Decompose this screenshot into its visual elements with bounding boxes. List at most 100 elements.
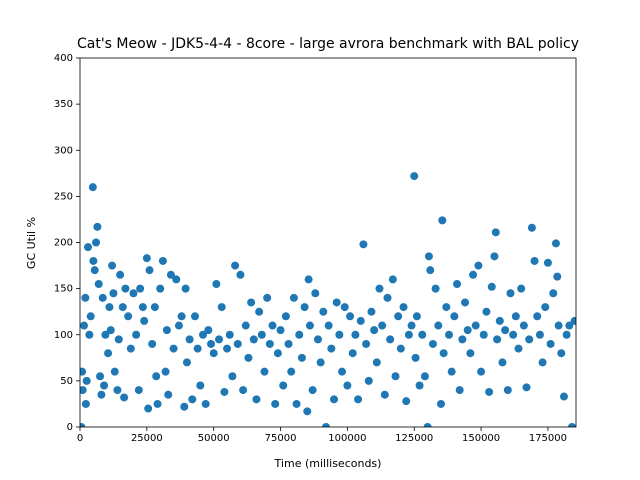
- point: [252, 395, 261, 404]
- y-tick-label: 150: [54, 284, 73, 295]
- point: [356, 316, 365, 325]
- point: [412, 312, 421, 321]
- point: [551, 239, 560, 248]
- point: [514, 344, 523, 353]
- y-tick-label: 350: [54, 99, 73, 110]
- point: [378, 321, 387, 330]
- point: [503, 386, 512, 395]
- point: [172, 275, 181, 284]
- point: [94, 280, 103, 289]
- x-tick-label: 175000: [529, 433, 567, 444]
- point: [129, 289, 138, 298]
- point: [188, 395, 197, 404]
- point: [482, 307, 491, 316]
- point: [509, 330, 518, 339]
- point: [80, 321, 89, 330]
- point: [244, 353, 253, 362]
- point: [517, 284, 526, 293]
- point: [84, 243, 93, 252]
- point: [308, 386, 317, 395]
- point: [567, 423, 576, 427]
- point: [249, 335, 258, 344]
- point: [82, 376, 91, 385]
- point: [303, 407, 312, 416]
- y-tick-label: 300: [54, 145, 73, 156]
- point: [201, 399, 210, 408]
- point: [114, 335, 123, 344]
- x-tick-label: 75000: [265, 433, 297, 444]
- point: [260, 367, 269, 376]
- point: [148, 339, 157, 348]
- point: [554, 321, 563, 330]
- point: [273, 349, 282, 358]
- point: [124, 312, 133, 321]
- point: [113, 386, 122, 395]
- point: [101, 330, 110, 339]
- point: [209, 349, 218, 358]
- point: [538, 358, 547, 367]
- point: [185, 335, 194, 344]
- point: [255, 307, 264, 316]
- point: [118, 303, 127, 312]
- point: [438, 216, 447, 225]
- point: [212, 280, 221, 289]
- point: [89, 256, 98, 265]
- point: [455, 386, 464, 395]
- point: [257, 330, 266, 339]
- point: [498, 358, 507, 367]
- point: [105, 303, 114, 312]
- point: [535, 330, 544, 339]
- point: [471, 321, 480, 330]
- point: [300, 303, 309, 312]
- point: [236, 270, 245, 279]
- point: [223, 344, 232, 353]
- point: [97, 390, 106, 399]
- point: [444, 330, 453, 339]
- point: [292, 399, 301, 408]
- point: [327, 344, 336, 353]
- point: [351, 330, 360, 339]
- point: [332, 298, 341, 307]
- point: [519, 321, 528, 330]
- point: [394, 312, 403, 321]
- point: [304, 275, 313, 284]
- point: [140, 316, 149, 325]
- y-tick-label: 50: [60, 376, 73, 387]
- point: [450, 312, 459, 321]
- point: [530, 256, 539, 265]
- point: [407, 321, 416, 330]
- point: [287, 367, 296, 376]
- point: [204, 326, 213, 335]
- point: [96, 372, 105, 381]
- point: [311, 289, 320, 298]
- point: [487, 282, 496, 291]
- point: [477, 367, 486, 376]
- point: [359, 240, 368, 249]
- point: [180, 402, 189, 411]
- point: [233, 339, 242, 348]
- point: [121, 284, 130, 293]
- point: [380, 390, 389, 399]
- x-tick-label: 25000: [131, 433, 163, 444]
- plot-area: [80, 172, 576, 427]
- point: [271, 399, 280, 408]
- point: [522, 383, 531, 392]
- point: [297, 353, 306, 362]
- point: [305, 321, 314, 330]
- point: [533, 312, 542, 321]
- point: [145, 266, 154, 275]
- point: [490, 252, 499, 261]
- point: [142, 254, 151, 263]
- point: [348, 349, 357, 358]
- point: [80, 367, 87, 376]
- point: [93, 222, 102, 231]
- point: [485, 387, 494, 396]
- point: [321, 423, 330, 427]
- point: [126, 344, 135, 353]
- point: [109, 289, 118, 298]
- point: [439, 349, 448, 358]
- point: [144, 404, 153, 413]
- point: [92, 238, 101, 247]
- point: [383, 293, 392, 302]
